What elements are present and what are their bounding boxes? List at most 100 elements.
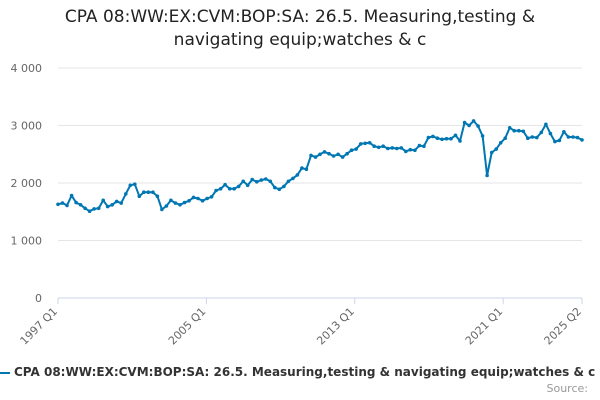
data-point[interactable]: [544, 122, 548, 127]
data-point[interactable]: [340, 155, 345, 159]
data-point[interactable]: [92, 207, 96, 211]
data-point[interactable]: [413, 148, 417, 152]
data-point[interactable]: [196, 196, 200, 201]
data-point[interactable]: [268, 179, 273, 184]
data-point[interactable]: [119, 201, 123, 205]
data-point[interactable]: [277, 187, 282, 192]
data-point[interactable]: [155, 194, 160, 198]
data-point[interactable]: [408, 147, 413, 152]
data-point[interactable]: [137, 194, 142, 198]
data-point[interactable]: [521, 129, 526, 134]
data-point[interactable]: [304, 167, 309, 171]
data-point[interactable]: [530, 135, 535, 139]
data-point[interactable]: [467, 123, 471, 128]
data-point[interactable]: [264, 177, 268, 181]
data-point[interactable]: [399, 146, 404, 150]
data-point[interactable]: [327, 151, 331, 156]
data-point[interactable]: [313, 155, 318, 159]
data-point[interactable]: [232, 187, 236, 191]
data-point[interactable]: [60, 201, 65, 205]
data-point[interactable]: [214, 188, 218, 193]
data-point[interactable]: [133, 182, 137, 186]
data-point[interactable]: [426, 135, 431, 140]
data-point[interactable]: [128, 183, 133, 188]
data-point[interactable]: [282, 184, 286, 189]
data-point[interactable]: [376, 145, 381, 150]
data-point[interactable]: [96, 206, 101, 211]
data-point[interactable]: [453, 133, 458, 138]
data-point[interactable]: [169, 198, 173, 203]
data-point[interactable]: [114, 199, 119, 204]
data-point[interactable]: [562, 130, 566, 134]
data-point[interactable]: [381, 144, 386, 148]
data-point[interactable]: [209, 195, 214, 199]
data-point[interactable]: [331, 154, 336, 158]
data-point[interactable]: [494, 147, 499, 151]
data-point[interactable]: [580, 138, 584, 142]
data-point[interactable]: [164, 204, 169, 208]
data-point[interactable]: [218, 187, 223, 191]
data-point[interactable]: [101, 198, 105, 203]
data-point[interactable]: [227, 187, 232, 191]
data-point[interactable]: [236, 184, 241, 189]
data-point[interactable]: [65, 203, 69, 208]
data-point[interactable]: [553, 139, 557, 144]
data-point[interactable]: [191, 195, 196, 200]
data-point[interactable]: [349, 148, 354, 152]
data-point[interactable]: [295, 173, 300, 177]
data-point[interactable]: [471, 119, 476, 123]
data-point[interactable]: [557, 138, 562, 143]
data-point[interactable]: [422, 144, 426, 148]
data-point[interactable]: [363, 141, 368, 146]
legend[interactable]: CPA 08:WW:EX:CVM:BOP:SA: 26.5. Measuring…: [0, 364, 600, 382]
data-point[interactable]: [56, 202, 60, 207]
data-point[interactable]: [485, 173, 489, 178]
data-point[interactable]: [539, 130, 544, 135]
data-point[interactable]: [318, 152, 322, 157]
data-point[interactable]: [69, 193, 74, 198]
data-point[interactable]: [503, 136, 508, 140]
data-point[interactable]: [300, 166, 304, 170]
data-point[interactable]: [462, 120, 467, 125]
data-point[interactable]: [390, 146, 395, 150]
data-point[interactable]: [367, 141, 372, 145]
data-point[interactable]: [458, 139, 462, 143]
data-point[interactable]: [322, 150, 327, 154]
data-point[interactable]: [309, 153, 313, 158]
data-point[interactable]: [182, 200, 187, 205]
data-point[interactable]: [205, 196, 209, 201]
data-point[interactable]: [476, 124, 480, 128]
data-point[interactable]: [110, 203, 114, 207]
data-point[interactable]: [444, 136, 449, 141]
data-point[interactable]: [254, 180, 259, 184]
series-line[interactable]: [57, 119, 583, 213]
data-point[interactable]: [571, 135, 575, 139]
data-point[interactable]: [336, 152, 340, 157]
data-point[interactable]: [440, 137, 444, 142]
data-point[interactable]: [575, 135, 580, 140]
data-point[interactable]: [535, 135, 539, 140]
data-point[interactable]: [449, 136, 453, 141]
data-point[interactable]: [358, 142, 363, 146]
data-point[interactable]: [566, 135, 571, 139]
data-point[interactable]: [74, 200, 78, 205]
data-point[interactable]: [548, 131, 553, 136]
data-point[interactable]: [431, 134, 435, 139]
data-point[interactable]: [173, 201, 178, 205]
data-point[interactable]: [146, 190, 151, 194]
data-point[interactable]: [187, 199, 191, 203]
data-point[interactable]: [223, 182, 227, 187]
data-point[interactable]: [517, 128, 521, 133]
data-point[interactable]: [435, 136, 440, 140]
data-point[interactable]: [83, 206, 87, 211]
data-point[interactable]: [480, 134, 485, 138]
data-point[interactable]: [291, 176, 295, 181]
data-point[interactable]: [386, 146, 390, 151]
data-point[interactable]: [489, 150, 494, 155]
data-point[interactable]: [395, 146, 399, 151]
data-point[interactable]: [498, 141, 503, 145]
data-point[interactable]: [273, 185, 277, 190]
data-point[interactable]: [142, 190, 146, 194]
data-point[interactable]: [372, 144, 377, 148]
data-point[interactable]: [354, 147, 358, 151]
